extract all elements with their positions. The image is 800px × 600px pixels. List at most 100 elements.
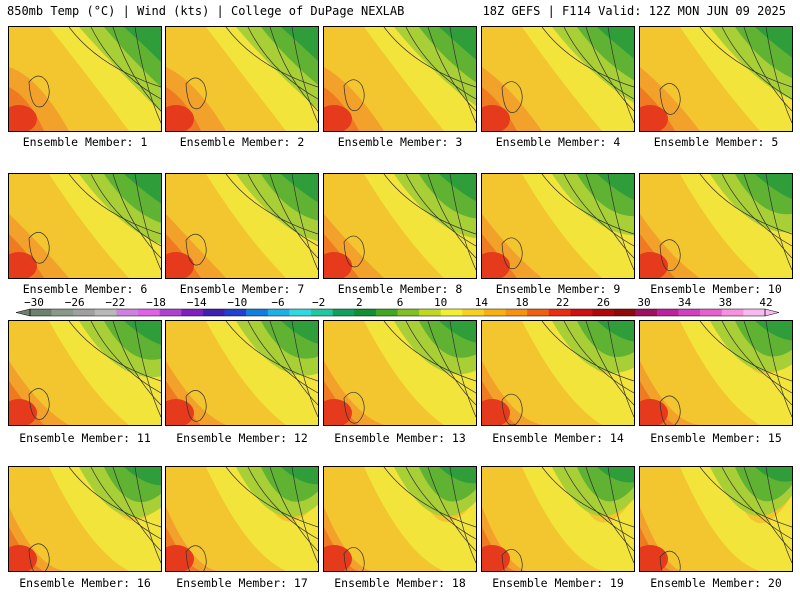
ensemble-member-map — [323, 173, 477, 279]
ensemble-member-label: Ensemble Member: 15 — [650, 431, 782, 445]
ensemble-member-map — [8, 173, 162, 279]
colorbar-swatch — [138, 309, 161, 316]
ensemble-member-map — [481, 26, 635, 132]
ensemble-member-label: Ensemble Member: 5 — [653, 135, 779, 149]
temperature-field — [640, 174, 792, 278]
colorbar-tick-label: 30 — [637, 296, 650, 309]
map-title: 850mb Temp (°C) | Wind (kts) | College o… — [7, 4, 405, 18]
ensemble-member-map — [639, 26, 793, 132]
ensemble-member-label: Ensemble Member: 7 — [179, 282, 305, 296]
temperature-field — [324, 27, 476, 131]
colorbar-tick-label: −6 — [271, 296, 284, 309]
colorbar-swatch — [570, 309, 593, 316]
ensemble-member-map — [323, 466, 477, 572]
colorbar-swatch — [354, 309, 377, 316]
ensemble-member-map — [8, 26, 162, 132]
colorbar-swatch — [51, 309, 74, 316]
colorbar-swatch — [548, 309, 571, 316]
colorbar-swatch — [721, 309, 744, 316]
temperature-field — [482, 174, 634, 278]
ensemble-member-label: Ensemble Member: 13 — [334, 431, 466, 445]
colorbar-swatch — [332, 309, 355, 316]
ensemble-member-label: Ensemble Member: 3 — [337, 135, 463, 149]
colorbar-swatch — [678, 309, 701, 316]
colorbar-swatch — [267, 309, 290, 316]
ensemble-member-map — [165, 173, 319, 279]
colorbar-swatch — [419, 309, 442, 316]
ensemble-member-map — [323, 320, 477, 426]
ensemble-member-label: Ensemble Member: 20 — [650, 576, 782, 590]
temperature-field — [166, 467, 318, 571]
colorbar-swatch — [116, 309, 139, 316]
colorbar-tick-label: 34 — [678, 296, 692, 309]
ensemble-member-map — [481, 173, 635, 279]
ensemble-member-label: Ensemble Member: 2 — [179, 135, 305, 149]
temperature-field — [640, 27, 792, 131]
temperature-field — [324, 321, 476, 425]
temperature-field — [9, 467, 161, 571]
colorbar-swatch — [224, 309, 247, 316]
colorbar-swatch — [397, 309, 420, 316]
temperature-field — [640, 321, 792, 425]
ensemble-member-label: Ensemble Member: 11 — [19, 431, 151, 445]
temperature-colorbar: −30 −26 −22 −18 −14 −10 −6 −2 2 6 10 14 18 22 26 30 34 38… — [15, 296, 780, 317]
colorbar-swatch — [289, 309, 312, 316]
colorbar-swatch — [375, 309, 398, 316]
colorbar-tick-label: 38 — [719, 296, 732, 309]
colorbar-tick-label: −2 — [312, 296, 325, 309]
colorbar-tick-label: 6 — [397, 296, 404, 309]
colorbar-tick-label: 26 — [597, 296, 610, 309]
colorbar-swatch — [73, 309, 96, 316]
colorbar-swatch — [592, 309, 614, 316]
colorbar-swatch — [462, 309, 485, 316]
colorbar-min-arrow — [15, 308, 31, 317]
colorbar-tick-label: −22 — [105, 296, 125, 309]
ensemble-member-label: Ensemble Member: 14 — [492, 431, 624, 445]
ensemble-member-map — [481, 320, 635, 426]
ensemble-member-label: Ensemble Member: 12 — [176, 431, 308, 445]
colorbar-tick-label: 22 — [556, 296, 569, 309]
ensemble-member-label: Ensemble Member: 16 — [19, 576, 151, 590]
model-run-info: 18Z GEFS | F114 Valid: 12Z MON JUN 09 20… — [482, 4, 786, 18]
colorbar-swatch — [700, 309, 723, 316]
temperature-field — [324, 174, 476, 278]
colorbar-swatch — [743, 309, 766, 316]
colorbar-swatch — [635, 309, 658, 316]
ensemble-member-label: Ensemble Member: 1 — [22, 135, 148, 149]
colorbar-swatch — [202, 309, 225, 316]
ensemble-member-label: Ensemble Member: 8 — [337, 282, 463, 296]
ensemble-member-map — [639, 173, 793, 279]
colorbar-swatch — [311, 309, 333, 316]
temperature-field — [640, 467, 792, 571]
colorbar-tick-label: −26 — [65, 296, 85, 309]
colorbar-swatch — [246, 309, 269, 316]
temperature-field — [324, 467, 476, 571]
temperature-field — [482, 27, 634, 131]
colorbar-swatch — [159, 309, 182, 316]
ensemble-member-map — [165, 320, 319, 426]
colorbar-tick-label: −18 — [146, 296, 166, 309]
temperature-field — [9, 321, 161, 425]
colorbar-swatch — [505, 309, 528, 316]
ensemble-member-map — [165, 26, 319, 132]
ensemble-member-label: Ensemble Member: 17 — [176, 576, 308, 590]
ensemble-member-map — [481, 466, 635, 572]
ensemble-member-map — [639, 466, 793, 572]
temperature-field — [166, 174, 318, 278]
colorbar-swatch — [527, 309, 550, 316]
colorbar-tick-label: −14 — [187, 296, 207, 309]
temperature-field — [166, 27, 318, 131]
ensemble-member-map — [165, 466, 319, 572]
colorbar-swatch — [440, 309, 463, 316]
colorbar-swatch — [656, 309, 679, 316]
temperature-field — [166, 321, 318, 425]
colorbar-swatch — [30, 309, 52, 316]
ensemble-member-map — [323, 26, 477, 132]
ensemble-member-map — [8, 320, 162, 426]
colorbar-tick-label: 18 — [515, 296, 528, 309]
temperature-field — [9, 174, 161, 278]
temperature-field — [482, 467, 634, 571]
colorbar-swatch — [483, 309, 506, 316]
temperature-field — [9, 27, 161, 131]
ensemble-member-map — [639, 320, 793, 426]
